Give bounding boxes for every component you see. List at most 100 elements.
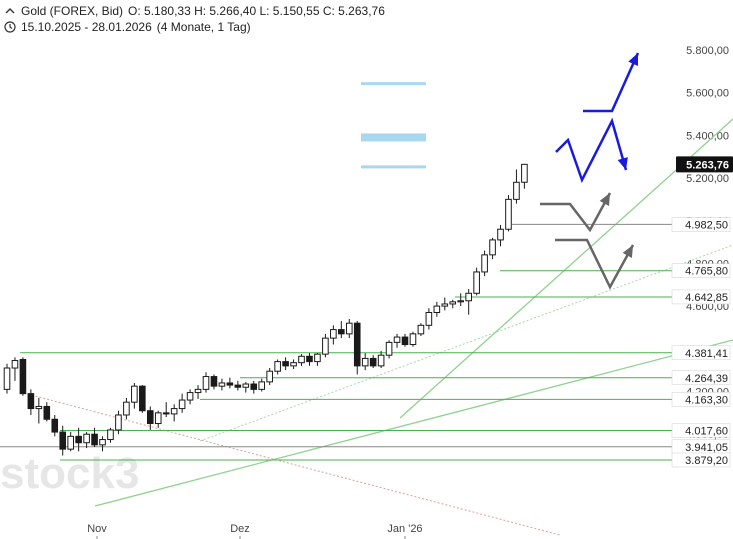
candle-body xyxy=(170,408,178,415)
candle-body xyxy=(19,358,27,395)
level-label-box xyxy=(671,452,731,468)
candle-body xyxy=(433,305,441,314)
candle-body xyxy=(107,429,114,441)
candle-body xyxy=(11,360,19,369)
level-label: 4.642,85 xyxy=(685,292,728,304)
level-label-box xyxy=(671,370,731,386)
level-label: 4.163,30 xyxy=(685,394,728,406)
candle-body xyxy=(417,324,425,335)
bull-breakout-arrow-head xyxy=(628,53,638,66)
candle-body xyxy=(43,405,51,420)
level-label: 4.017,60 xyxy=(685,425,728,437)
current-price-label: 5.263,76 xyxy=(686,159,729,171)
level-label: 4.381,41 xyxy=(685,348,728,360)
candle-body xyxy=(91,433,98,446)
resistance-zone xyxy=(361,82,426,86)
y-tick-label: 5.600,00 xyxy=(686,88,729,100)
clock-icon xyxy=(4,21,16,33)
candle-body xyxy=(67,435,74,450)
x-tick-label: Jan '26 xyxy=(387,523,422,535)
candle-body xyxy=(186,392,194,401)
y-tick-label: 5.200,00 xyxy=(686,173,729,185)
level-label: 3.941,05 xyxy=(685,442,728,454)
candle-body xyxy=(115,414,122,431)
candle-body xyxy=(123,401,130,416)
candle-body xyxy=(266,370,273,383)
x-tick-label: Nov xyxy=(87,523,107,535)
ohlc-values: O: 5.180,33 H: 5.266,40 L: 5.150,55 C: 5… xyxy=(128,4,385,18)
candle-body xyxy=(35,405,43,410)
candle-body xyxy=(83,433,90,444)
candle-body xyxy=(338,329,345,335)
candle-body xyxy=(234,384,242,388)
candle-body xyxy=(59,431,67,450)
candle-body xyxy=(457,300,465,303)
candle-body xyxy=(210,376,218,387)
long-trend-line xyxy=(94,339,733,507)
watermark: stock3 xyxy=(0,449,139,498)
scenario-arrow-lower xyxy=(555,238,635,290)
level-label-box xyxy=(671,392,731,407)
level-label: 4.982,50 xyxy=(685,219,728,231)
candle-body xyxy=(306,355,313,363)
level-label-box xyxy=(671,217,731,232)
candle-body xyxy=(473,271,480,294)
candle-body xyxy=(409,333,417,346)
candle-body xyxy=(27,393,35,410)
resistance-zone xyxy=(361,165,426,169)
candle-body xyxy=(139,385,146,412)
period-row: 15.10.2025 - 28.01.2026 (4 Monate, 1 Tag… xyxy=(4,20,251,34)
candle-body xyxy=(361,357,369,367)
candle-body xyxy=(154,412,162,425)
level-label-box xyxy=(671,345,731,361)
bull-breakout-arrow xyxy=(583,52,640,113)
candle-body xyxy=(99,439,106,446)
bull-path-arrow-head xyxy=(617,157,628,170)
candle-body xyxy=(298,355,305,364)
candle-body xyxy=(505,198,512,230)
candle-body xyxy=(131,385,138,403)
candle-body xyxy=(465,292,472,302)
candle-body xyxy=(314,353,321,363)
level-label: 3.879,20 xyxy=(685,455,728,467)
candle-body xyxy=(330,329,337,339)
candle-body xyxy=(393,336,401,343)
candle-body xyxy=(513,181,520,200)
scenario-arrow-lower-head xyxy=(622,245,633,258)
candle-body xyxy=(385,341,393,356)
candle-body xyxy=(178,399,186,410)
candle-body xyxy=(258,381,266,390)
scenario-arrow-upper xyxy=(540,192,612,233)
candle-body xyxy=(401,336,409,346)
period-note: (4 Monate, 1 Tag) xyxy=(156,20,251,34)
candle-body xyxy=(345,322,353,335)
candle-body xyxy=(75,435,82,444)
candle-body xyxy=(274,361,281,372)
candle-body xyxy=(202,376,210,390)
chart-menu-icon[interactable] xyxy=(4,5,16,17)
bull-path-arrow xyxy=(555,117,628,184)
candle-body xyxy=(194,388,202,394)
candle-body xyxy=(146,410,154,425)
scenario-arrow-upper-head xyxy=(599,193,610,206)
falling-trend-line xyxy=(19,391,561,536)
candle-body xyxy=(521,163,528,183)
y-tick-label: 5.400,00 xyxy=(686,130,729,142)
candle-body xyxy=(481,254,488,273)
current-price-box xyxy=(676,156,733,173)
level-label-box xyxy=(671,289,731,305)
candle-body xyxy=(242,383,250,388)
level-label-box xyxy=(671,423,731,438)
y-tick-label: 5.800,00 xyxy=(686,45,729,57)
candle-body xyxy=(377,354,385,367)
period-range: 15.10.2025 - 28.01.2026 xyxy=(21,20,152,34)
level-label: 4.765,80 xyxy=(685,266,728,278)
candle-body xyxy=(497,228,504,241)
candle-body xyxy=(218,382,226,387)
candle-body xyxy=(282,361,289,367)
chart-header: Gold (FOREX, Bid) O: 5.180,33 H: 5.266,4… xyxy=(4,4,385,18)
candle-body xyxy=(3,367,11,390)
x-tick-label: Dez xyxy=(230,523,250,535)
candle-body xyxy=(449,301,457,305)
